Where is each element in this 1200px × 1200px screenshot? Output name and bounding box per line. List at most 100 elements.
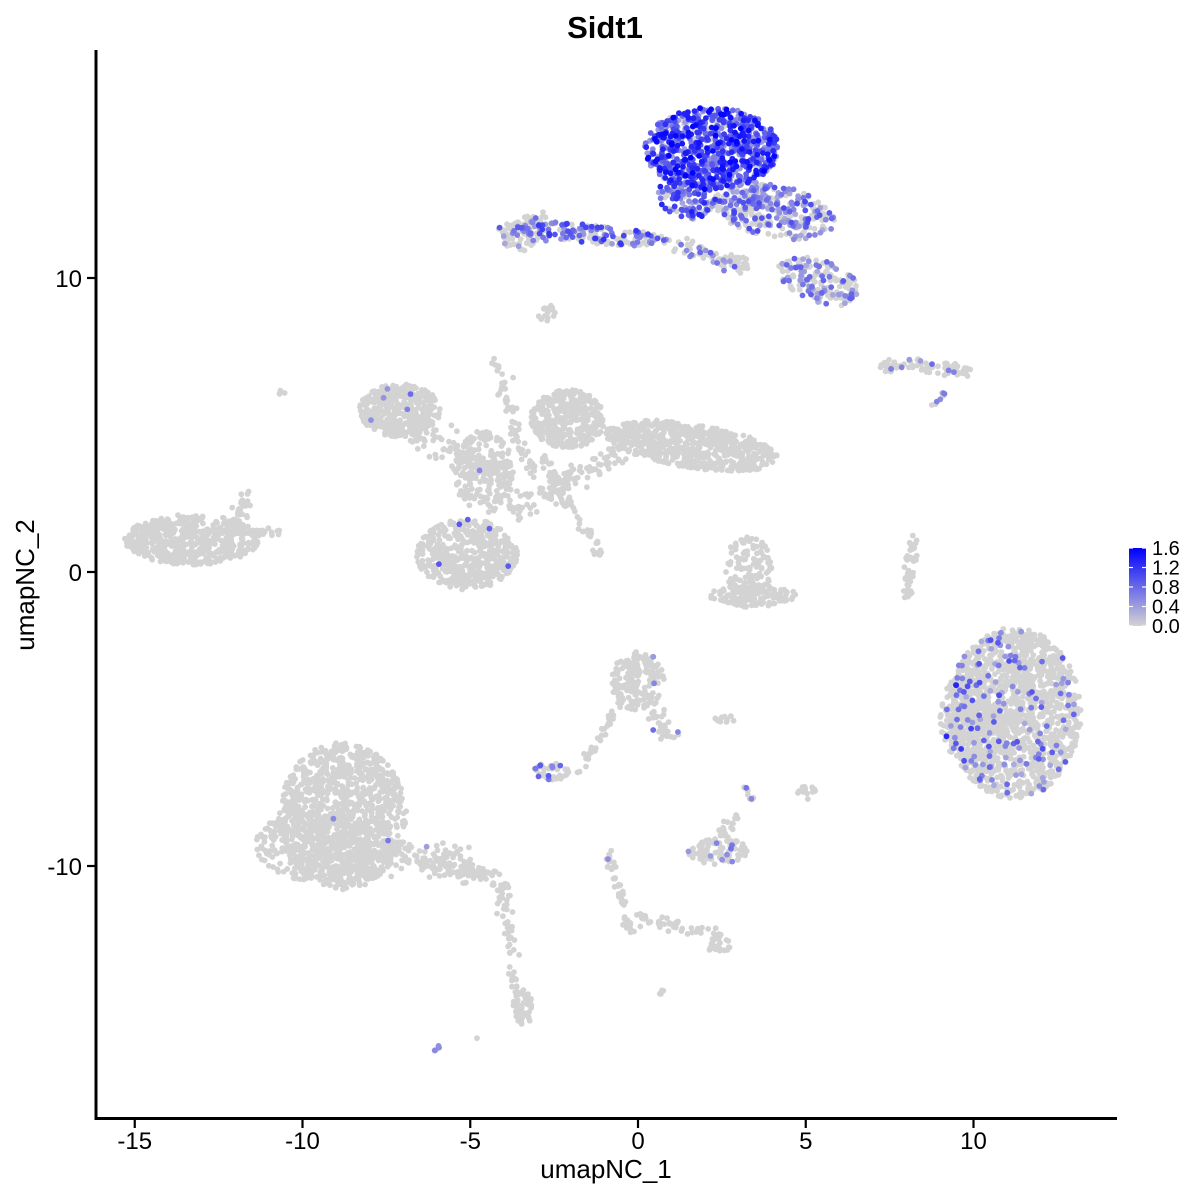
chart-title: Sidt1 [567, 10, 643, 45]
data-point [540, 465, 547, 471]
data-point [407, 401, 414, 408]
data-point [967, 366, 974, 373]
data-point [512, 550, 519, 557]
data-point [530, 412, 537, 419]
data-point [417, 414, 424, 420]
data-point [494, 546, 501, 553]
data-point [167, 525, 174, 532]
data-point [674, 441, 680, 448]
data-point [743, 256, 750, 263]
data-point [518, 450, 525, 457]
data-point [456, 577, 463, 583]
data-point [1029, 769, 1036, 776]
data-point [242, 550, 249, 557]
data-point [994, 755, 1001, 761]
data-point [419, 542, 426, 549]
data-point [733, 254, 740, 261]
data-point [180, 540, 187, 546]
data-point [503, 471, 510, 478]
data-point [217, 554, 224, 561]
data-point [441, 524, 447, 531]
data-point [763, 590, 770, 596]
data-point [586, 464, 593, 470]
data-point [603, 241, 610, 248]
data-point [145, 552, 152, 559]
data-point [371, 388, 378, 395]
data-point [737, 270, 744, 276]
data-point [893, 364, 900, 371]
data-point [682, 459, 689, 465]
data-point [731, 600, 737, 607]
data-point [569, 221, 575, 228]
data-point [657, 438, 664, 445]
data-point [1054, 665, 1060, 672]
data-point [415, 559, 422, 565]
data-point [773, 452, 780, 458]
data-point [569, 444, 576, 451]
data-point [683, 426, 689, 432]
data-point [756, 449, 763, 455]
data-point [127, 539, 133, 545]
data-point [227, 518, 234, 524]
data-point [824, 269, 830, 276]
data-point [415, 547, 421, 554]
data-point [789, 286, 796, 293]
data-point [544, 424, 551, 431]
data-point [455, 479, 462, 486]
data-point [548, 418, 555, 424]
data-point [392, 433, 399, 440]
data-point [389, 421, 396, 428]
data-point [420, 443, 427, 449]
data-point [718, 467, 725, 473]
data-point [181, 526, 188, 533]
data-point [560, 422, 566, 428]
data-point [768, 565, 775, 571]
data-point [538, 400, 545, 406]
data-point [242, 499, 249, 506]
data-point [627, 229, 633, 236]
data-point [641, 424, 647, 431]
data-point [738, 601, 745, 608]
data-point [187, 548, 194, 554]
data-point [236, 506, 242, 512]
data-point [583, 423, 590, 430]
data-point [488, 543, 495, 549]
data-point [700, 460, 706, 467]
data-point [439, 454, 445, 461]
data-point [360, 414, 367, 421]
data-point [527, 470, 534, 476]
data-point [400, 410, 406, 417]
data-point [758, 589, 765, 595]
data-point [558, 438, 564, 445]
data-point [499, 453, 505, 460]
data-point [510, 508, 517, 515]
data-point [512, 559, 519, 565]
data-point [902, 594, 909, 600]
data-point [812, 279, 818, 285]
data-point [763, 570, 770, 576]
data-point [738, 454, 745, 461]
data-point [495, 363, 502, 369]
data-point [182, 550, 189, 557]
data-point [451, 575, 457, 582]
data-point [653, 427, 659, 434]
data-point [501, 379, 508, 386]
data-point [575, 526, 582, 532]
data-point [422, 423, 429, 430]
data-point [597, 461, 604, 468]
data-point [473, 462, 480, 469]
data-point [387, 411, 394, 418]
data-point [575, 435, 582, 442]
data-point [634, 451, 640, 457]
data-point [570, 476, 577, 482]
data-point [453, 545, 459, 551]
data-point [700, 255, 707, 261]
data-point [430, 437, 437, 444]
data-point [521, 214, 528, 221]
data-point [655, 451, 661, 458]
data-point [907, 588, 914, 594]
data-point [670, 452, 676, 459]
data-point [708, 464, 715, 471]
data-point [748, 221, 755, 227]
data-point [466, 502, 473, 509]
